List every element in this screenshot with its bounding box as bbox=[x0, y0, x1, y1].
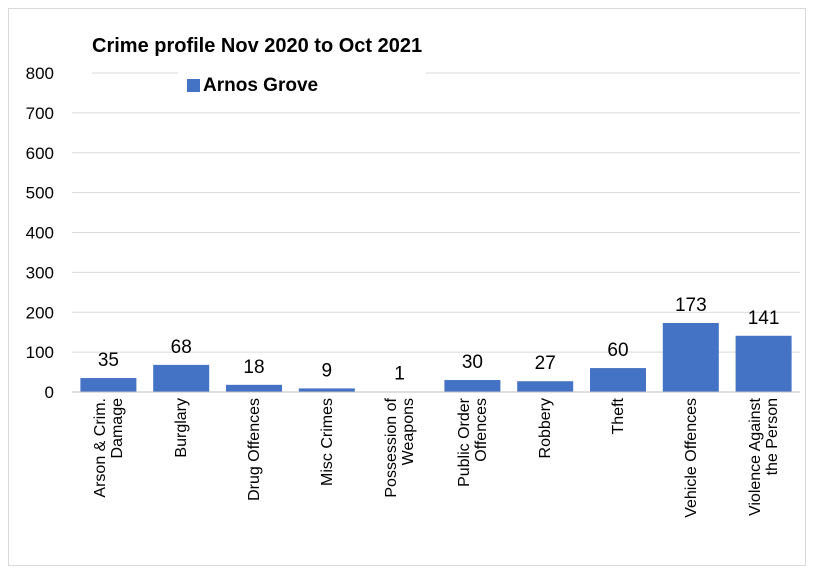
bar bbox=[80, 378, 137, 392]
x-category-line: Vehicle Offences bbox=[683, 398, 700, 518]
chart-title: Crime profile Nov 2020 to Oct 2021 bbox=[92, 35, 422, 57]
bars bbox=[80, 323, 792, 393]
x-category-line: Weapons bbox=[400, 398, 417, 465]
data-label: 27 bbox=[535, 353, 556, 374]
x-category-line: Theft bbox=[610, 397, 627, 434]
x-category-label: Drug Offences bbox=[246, 398, 263, 501]
data-label: 141 bbox=[748, 308, 780, 329]
x-category-line: Misc Crimes bbox=[319, 398, 336, 486]
x-category-label: Arson & Crim. Damage bbox=[92, 398, 126, 498]
x-category-label: Vehicle Offences bbox=[683, 398, 700, 518]
y-tick-label: 800 bbox=[26, 64, 54, 83]
bar bbox=[298, 388, 355, 392]
y-tick-label: 0 bbox=[45, 383, 54, 402]
y-tick-label: 400 bbox=[26, 224, 54, 243]
bar bbox=[444, 380, 501, 392]
x-category-line: Violence Against bbox=[747, 397, 764, 516]
legend: Arnos Grove bbox=[187, 75, 318, 96]
bar bbox=[735, 335, 792, 392]
bar bbox=[662, 323, 719, 392]
x-category-label: Public Order Offences bbox=[456, 397, 490, 487]
y-tick-label: 600 bbox=[26, 144, 54, 163]
x-category-line: the Person bbox=[764, 398, 781, 475]
chart-frame bbox=[8, 8, 806, 566]
bar bbox=[153, 364, 210, 392]
y-tick-label: 200 bbox=[26, 303, 54, 322]
x-category-line: Offences bbox=[473, 398, 490, 462]
bar bbox=[517, 381, 574, 392]
data-label: 30 bbox=[462, 352, 483, 373]
data-labels: 35 68 18 9 1 30 27 60 173 141 bbox=[98, 295, 780, 385]
data-label: 18 bbox=[243, 357, 264, 378]
y-axis-ticks: 0 100 200 300 400 500 600 700 800 bbox=[26, 64, 54, 402]
x-category-line: Damage bbox=[109, 398, 126, 459]
y-tick-label: 100 bbox=[26, 343, 54, 362]
data-label: 68 bbox=[171, 337, 192, 358]
data-label: 173 bbox=[675, 295, 707, 316]
y-tick-label: 300 bbox=[26, 263, 54, 282]
x-category-line: Possession of bbox=[383, 397, 400, 497]
x-category-label: Burglary bbox=[173, 398, 190, 458]
y-tick-label: 500 bbox=[26, 184, 54, 203]
x-category-label: Misc Crimes bbox=[319, 398, 336, 486]
x-category-line: Arson & Crim. bbox=[92, 398, 109, 498]
x-category-label: Violence Against the Person bbox=[747, 397, 781, 516]
x-category-line: Drug Offences bbox=[246, 398, 263, 501]
x-axis-categories: Arson & Crim. Damage Burglary Drug Offences… bbox=[92, 397, 781, 517]
legend-label: Arnos Grove bbox=[203, 75, 318, 96]
x-category-label: Possession of Weapons bbox=[383, 397, 417, 497]
data-label: 9 bbox=[322, 360, 333, 381]
y-tick-label: 700 bbox=[26, 104, 54, 123]
bar bbox=[226, 384, 282, 392]
x-category-line: Public Order bbox=[456, 397, 473, 487]
data-label: 1 bbox=[394, 364, 405, 385]
data-label: 60 bbox=[607, 340, 628, 361]
x-category-label: Theft bbox=[610, 397, 627, 434]
x-category-line: Burglary bbox=[173, 398, 190, 458]
data-label: 35 bbox=[98, 350, 119, 371]
legend-swatch bbox=[187, 79, 200, 92]
bar bbox=[590, 368, 646, 392]
x-category-line: Robbery bbox=[537, 398, 554, 458]
x-category-label: Robbery bbox=[537, 398, 554, 458]
